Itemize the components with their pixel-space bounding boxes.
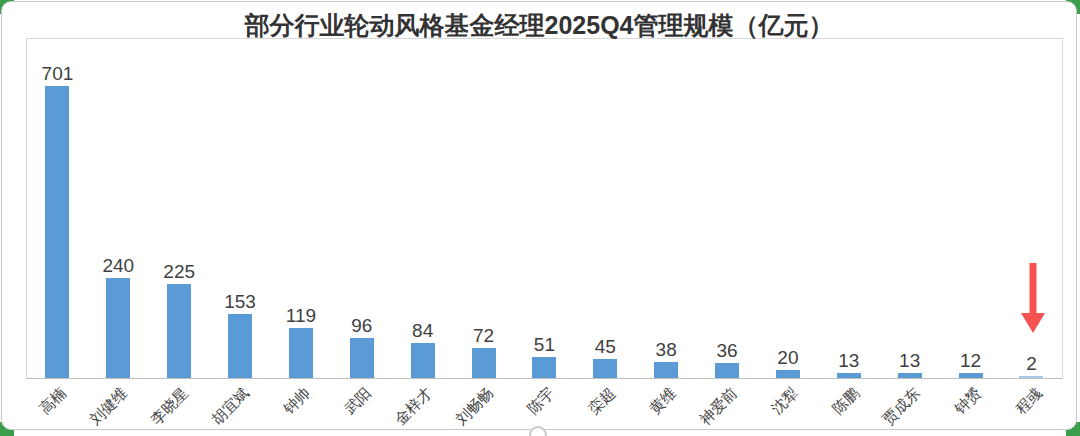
bar-slot: 38: [636, 39, 697, 378]
bar-slot: 153: [210, 39, 271, 378]
bar-slot: 13: [879, 39, 940, 378]
down-arrow-icon: [1021, 263, 1045, 333]
x-axis-label: 黄维: [645, 384, 680, 419]
bar-value-label: 2: [1026, 354, 1037, 374]
bar: [593, 359, 617, 378]
bar-slot: 12: [940, 39, 1001, 378]
bar: [837, 373, 861, 378]
bar: [715, 363, 739, 378]
bar: [167, 284, 191, 378]
x-axis-label-slot: 刘健维: [87, 381, 148, 436]
x-axis-label: 贾成东: [879, 384, 924, 429]
bar: [106, 278, 130, 378]
bar-slot: 51: [514, 39, 575, 378]
bar: [228, 314, 252, 378]
x-axis-label-slot: 神爱前: [697, 381, 758, 436]
bar-slot: 240: [88, 39, 149, 378]
x-axis-label-slot: 李晓星: [148, 381, 209, 436]
down-arrow-shape: [1021, 263, 1045, 333]
bar: [289, 328, 313, 378]
bar-value-label: 119: [286, 306, 316, 326]
bar-slot: 96: [331, 39, 392, 378]
bar-value-label: 96: [351, 316, 372, 336]
bar: [776, 370, 800, 378]
bar-value-label: 38: [656, 340, 677, 360]
x-axis-label: 陈鹏: [828, 384, 863, 419]
bar-slot: 36: [697, 39, 758, 378]
x-axis-label-slot: 刘畅畅: [453, 381, 514, 436]
x-axis-label: 钟赟: [950, 384, 985, 419]
bar: [898, 373, 922, 378]
bar-value-label: 45: [595, 337, 616, 357]
x-axis-label: 高楠: [35, 384, 70, 419]
x-axis-label-slot: 贾成东: [880, 381, 941, 436]
x-axis-label: 程彧: [1011, 384, 1046, 419]
x-axis-label: 陈宇: [523, 384, 558, 419]
bar: [959, 373, 983, 378]
chart-card: 部分行业轮动风格基金经理2025Q4管理规模（亿元） 701 240 225 153 1…: [1, 1, 1077, 430]
bar-slot: 20: [758, 39, 819, 378]
bar-slot: 701: [27, 39, 88, 378]
bar: [1019, 376, 1043, 378]
bar-value-label: 51: [534, 335, 555, 355]
x-axis-label: 沈犁: [767, 384, 802, 419]
bar-value-label: 84: [412, 321, 433, 341]
x-axis-label-slot: 沈犁: [758, 381, 819, 436]
x-axis-label-slot: 武阳: [331, 381, 392, 436]
bar-value-label: 72: [473, 326, 494, 346]
x-axis-labels: 高楠刘健维李晓星胡宜斌钟帅武阳金梓才刘畅畅陈宇栾超黄维神爱前沈犁陈鹏贾成东钟赟程…: [26, 381, 1063, 436]
x-axis-label: 钟帅: [279, 384, 314, 419]
x-axis-label-slot: 胡宜斌: [209, 381, 270, 436]
bar-slot: 45: [575, 39, 636, 378]
bar-value-label: 13: [899, 351, 920, 371]
bar-value-label: 153: [224, 292, 256, 312]
bar-value-label: 36: [716, 341, 737, 361]
x-axis-label-slot: 陈宇: [514, 381, 575, 436]
bar: [532, 357, 556, 378]
x-axis-label: 金梓才: [391, 384, 436, 429]
bar-value-label: 701: [42, 64, 74, 84]
x-axis-label: 李晓星: [147, 384, 192, 429]
x-axis-label: 刘健维: [86, 384, 131, 429]
bar: [45, 86, 69, 378]
x-axis-label-slot: 陈鹏: [819, 381, 880, 436]
x-axis-label-slot: 黄维: [636, 381, 697, 436]
x-axis-label: 栾超: [584, 384, 619, 419]
x-axis-label: 刘畅畅: [452, 384, 497, 429]
bar-slot: 72: [453, 39, 514, 378]
x-axis-label: 武阳: [340, 384, 375, 419]
x-axis-label-slot: 栾超: [575, 381, 636, 436]
x-axis-label: 胡宜斌: [208, 384, 253, 429]
x-axis-label-slot: 程彧: [1002, 381, 1063, 436]
bar: [350, 338, 374, 378]
x-axis-label: 神爱前: [696, 384, 741, 429]
bar-slot: 84: [392, 39, 453, 378]
bar-slot: 119: [271, 39, 332, 378]
bar: [472, 348, 496, 378]
bar-value-label: 225: [163, 262, 195, 282]
bar-slot: 13: [818, 39, 879, 378]
bar: [411, 343, 435, 378]
x-axis-label-slot: 高楠: [26, 381, 87, 436]
bar-value-label: 240: [102, 256, 134, 276]
chart-title: 部分行业轮动风格基金经理2025Q4管理规模（亿元）: [2, 9, 1076, 42]
bar-value-label: 12: [960, 351, 981, 371]
x-axis-label-slot: 钟帅: [270, 381, 331, 436]
bar: [654, 362, 678, 378]
x-axis-label-slot: 金梓才: [392, 381, 453, 436]
bar-value-label: 20: [777, 348, 798, 368]
plot-area: 701 240 225 153 119 96 84 72 51 45 38 36 20 13 13 12 2: [26, 38, 1063, 379]
bar-value-label: 13: [838, 351, 859, 371]
x-axis-label-slot: 钟赟: [941, 381, 1002, 436]
bar-slot: 225: [149, 39, 210, 378]
